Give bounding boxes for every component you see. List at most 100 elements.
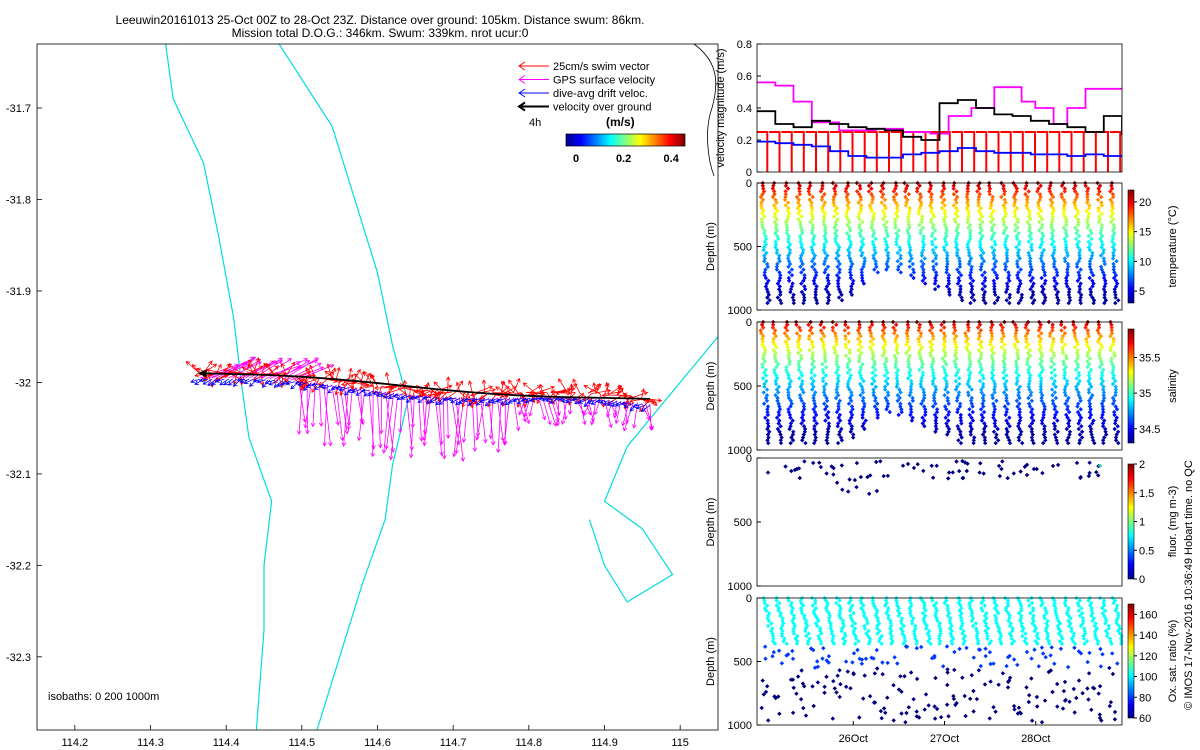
- temperature-points: [759, 203, 1115, 208]
- temperature-y-axis-label: Depth (m): [705, 222, 717, 271]
- oxygen-y-axis-label: Depth (m): [705, 637, 717, 686]
- temperature-points: [759, 200, 1115, 205]
- salinity-points: [762, 381, 1116, 387]
- oxygen-points: [761, 595, 1124, 646]
- fluorescence-colorbar-label: fluor. (mg m-3): [1167, 486, 1179, 558]
- temperature-points: [760, 192, 1116, 197]
- oxygen-points: [762, 644, 1120, 670]
- fluorescence-colorbar-tick-label: 1.5: [1139, 488, 1154, 500]
- salinity-points: [767, 429, 1121, 435]
- salinity-points: [762, 359, 1114, 364]
- oxygen-colorbar-tick-label: 80: [1139, 692, 1151, 704]
- isobath-label: isobaths: 0 200 1000m: [48, 691, 159, 703]
- oxygen-y-tick-label: 1000: [728, 720, 752, 732]
- legend-swatch: [518, 75, 549, 84]
- salinity-points: [765, 421, 1118, 426]
- temperature-points: [763, 284, 1119, 289]
- temperature-points: [764, 250, 1116, 256]
- salinity-colorbar-label: salinity: [1167, 369, 1179, 403]
- temperature-points: [762, 259, 1119, 264]
- salinity-points: [762, 350, 1117, 356]
- speed-colorbar: [565, 133, 686, 147]
- temperature-points: [762, 228, 1116, 233]
- map-x-tick-label: 114.6: [364, 737, 391, 749]
- salinity-points: [760, 362, 1115, 367]
- velocity-y-axis-label: velocity magnitude (m/s): [715, 48, 727, 167]
- oxygen-colorbar-tick-label: 140: [1139, 630, 1157, 642]
- fluorescence-y-tick-label: 500: [734, 517, 752, 529]
- salinity-points: [761, 401, 1116, 406]
- oxygen-colorbar-tick-label: 120: [1139, 651, 1157, 663]
- legend-label: 25cm/s swim vector: [553, 61, 650, 73]
- salinity-points: [763, 373, 1116, 378]
- temperature-points: [765, 289, 1118, 295]
- salinity-points: [761, 333, 1113, 339]
- chart-title-line-1: Leeuwin20161013 25-Oct 00Z to 28-Oct 23Z…: [115, 13, 645, 27]
- temperature-points: [761, 208, 1115, 214]
- footer-note: © IMOS 17-Nov-2016 10:36:49 Hobart time.…: [1183, 460, 1195, 710]
- fluorescence-axes-frame: [756, 457, 1123, 587]
- fluorescence-colorbar-tick-label: 0: [1139, 574, 1145, 586]
- velocity-over-ground-track: [199, 372, 650, 400]
- drift-vectors: [190, 377, 651, 413]
- fluorescence-points: [765, 458, 1101, 497]
- temperature-points: [765, 261, 1116, 267]
- salinity-points: [763, 415, 1119, 420]
- map-y-tick-label: -32.1: [6, 469, 31, 481]
- temperature-points: [762, 231, 1117, 236]
- salinity-points: [764, 398, 1117, 404]
- temperature-points: [762, 214, 1114, 219]
- velocity-y-tick-label: 0: [746, 167, 752, 179]
- temperature-points: [760, 183, 1114, 188]
- map-y-tick-label: -32: [15, 377, 31, 389]
- map-x-tick-label: 114.5: [288, 737, 315, 749]
- gps-speed-line: [757, 81, 1122, 135]
- temperature-points: [759, 205, 1115, 211]
- track-start-arrow: [197, 369, 207, 378]
- oxygen-colorbar: [1127, 603, 1135, 719]
- map-y-tick-label: -31.9: [6, 286, 31, 298]
- fluorescence-colorbar-tick-label: 1: [1139, 517, 1145, 529]
- date-x-tick-label: 27Oct: [930, 733, 959, 745]
- temperature-points: [760, 225, 1117, 230]
- temperature-scatter: [758, 180, 1121, 306]
- velocity-y-tick-label: 0.2: [737, 135, 752, 147]
- temperature-colorbar: [1127, 189, 1135, 304]
- legend-label: GPS surface velocity: [553, 75, 656, 87]
- temperature-colorbar-label: temperature (°C): [1167, 205, 1179, 287]
- salinity-points: [763, 348, 1113, 353]
- temperature-points: [764, 281, 1120, 286]
- salinity-points: [763, 395, 1116, 401]
- fluorescence-y-axis-label: Depth (m): [705, 498, 717, 547]
- temperature-points: [763, 267, 1116, 272]
- fluorescence-colorbar-tick-label: 0.5: [1139, 545, 1154, 557]
- temperature-colorbar-tick-label: 15: [1139, 227, 1151, 239]
- salinity-points: [765, 412, 1117, 418]
- temperature-points: [759, 217, 1116, 222]
- oxygen-colorbar-tick-label: 60: [1139, 713, 1151, 725]
- temperature-y-tick-label: 500: [734, 242, 752, 254]
- map-x-tick-label: 114.7: [440, 737, 467, 749]
- map-x-tick-label: 114.9: [591, 737, 618, 749]
- temperature-points: [762, 239, 1115, 244]
- salinity-points: [759, 322, 1114, 328]
- temperature-points: [763, 233, 1116, 239]
- temperature-colorbar-tick-label: 10: [1139, 256, 1151, 268]
- speed-colorbar-tick-label: 0.4: [664, 153, 680, 165]
- isobath-1000m: [278, 44, 409, 730]
- temperature-points: [761, 247, 1117, 253]
- fluorescence-colorbar-tick-label: 2: [1139, 459, 1145, 471]
- salinity-points: [765, 432, 1121, 446]
- salinity-points: [759, 331, 1115, 336]
- map-y-tick-label: -32.3: [6, 652, 31, 664]
- temperature-points: [761, 186, 1115, 191]
- temperature-colorbar-tick-label: 20: [1139, 197, 1151, 209]
- temperature-points: [760, 180, 1115, 186]
- scale-arrow-label: 4h: [529, 117, 541, 129]
- temperature-points: [758, 194, 1116, 200]
- gps-vectors: [199, 356, 654, 463]
- map-y-tick-label: -31.8: [6, 194, 31, 206]
- temperature-points: [759, 219, 1114, 225]
- temperature-colorbar-tick-label: 5: [1139, 286, 1145, 298]
